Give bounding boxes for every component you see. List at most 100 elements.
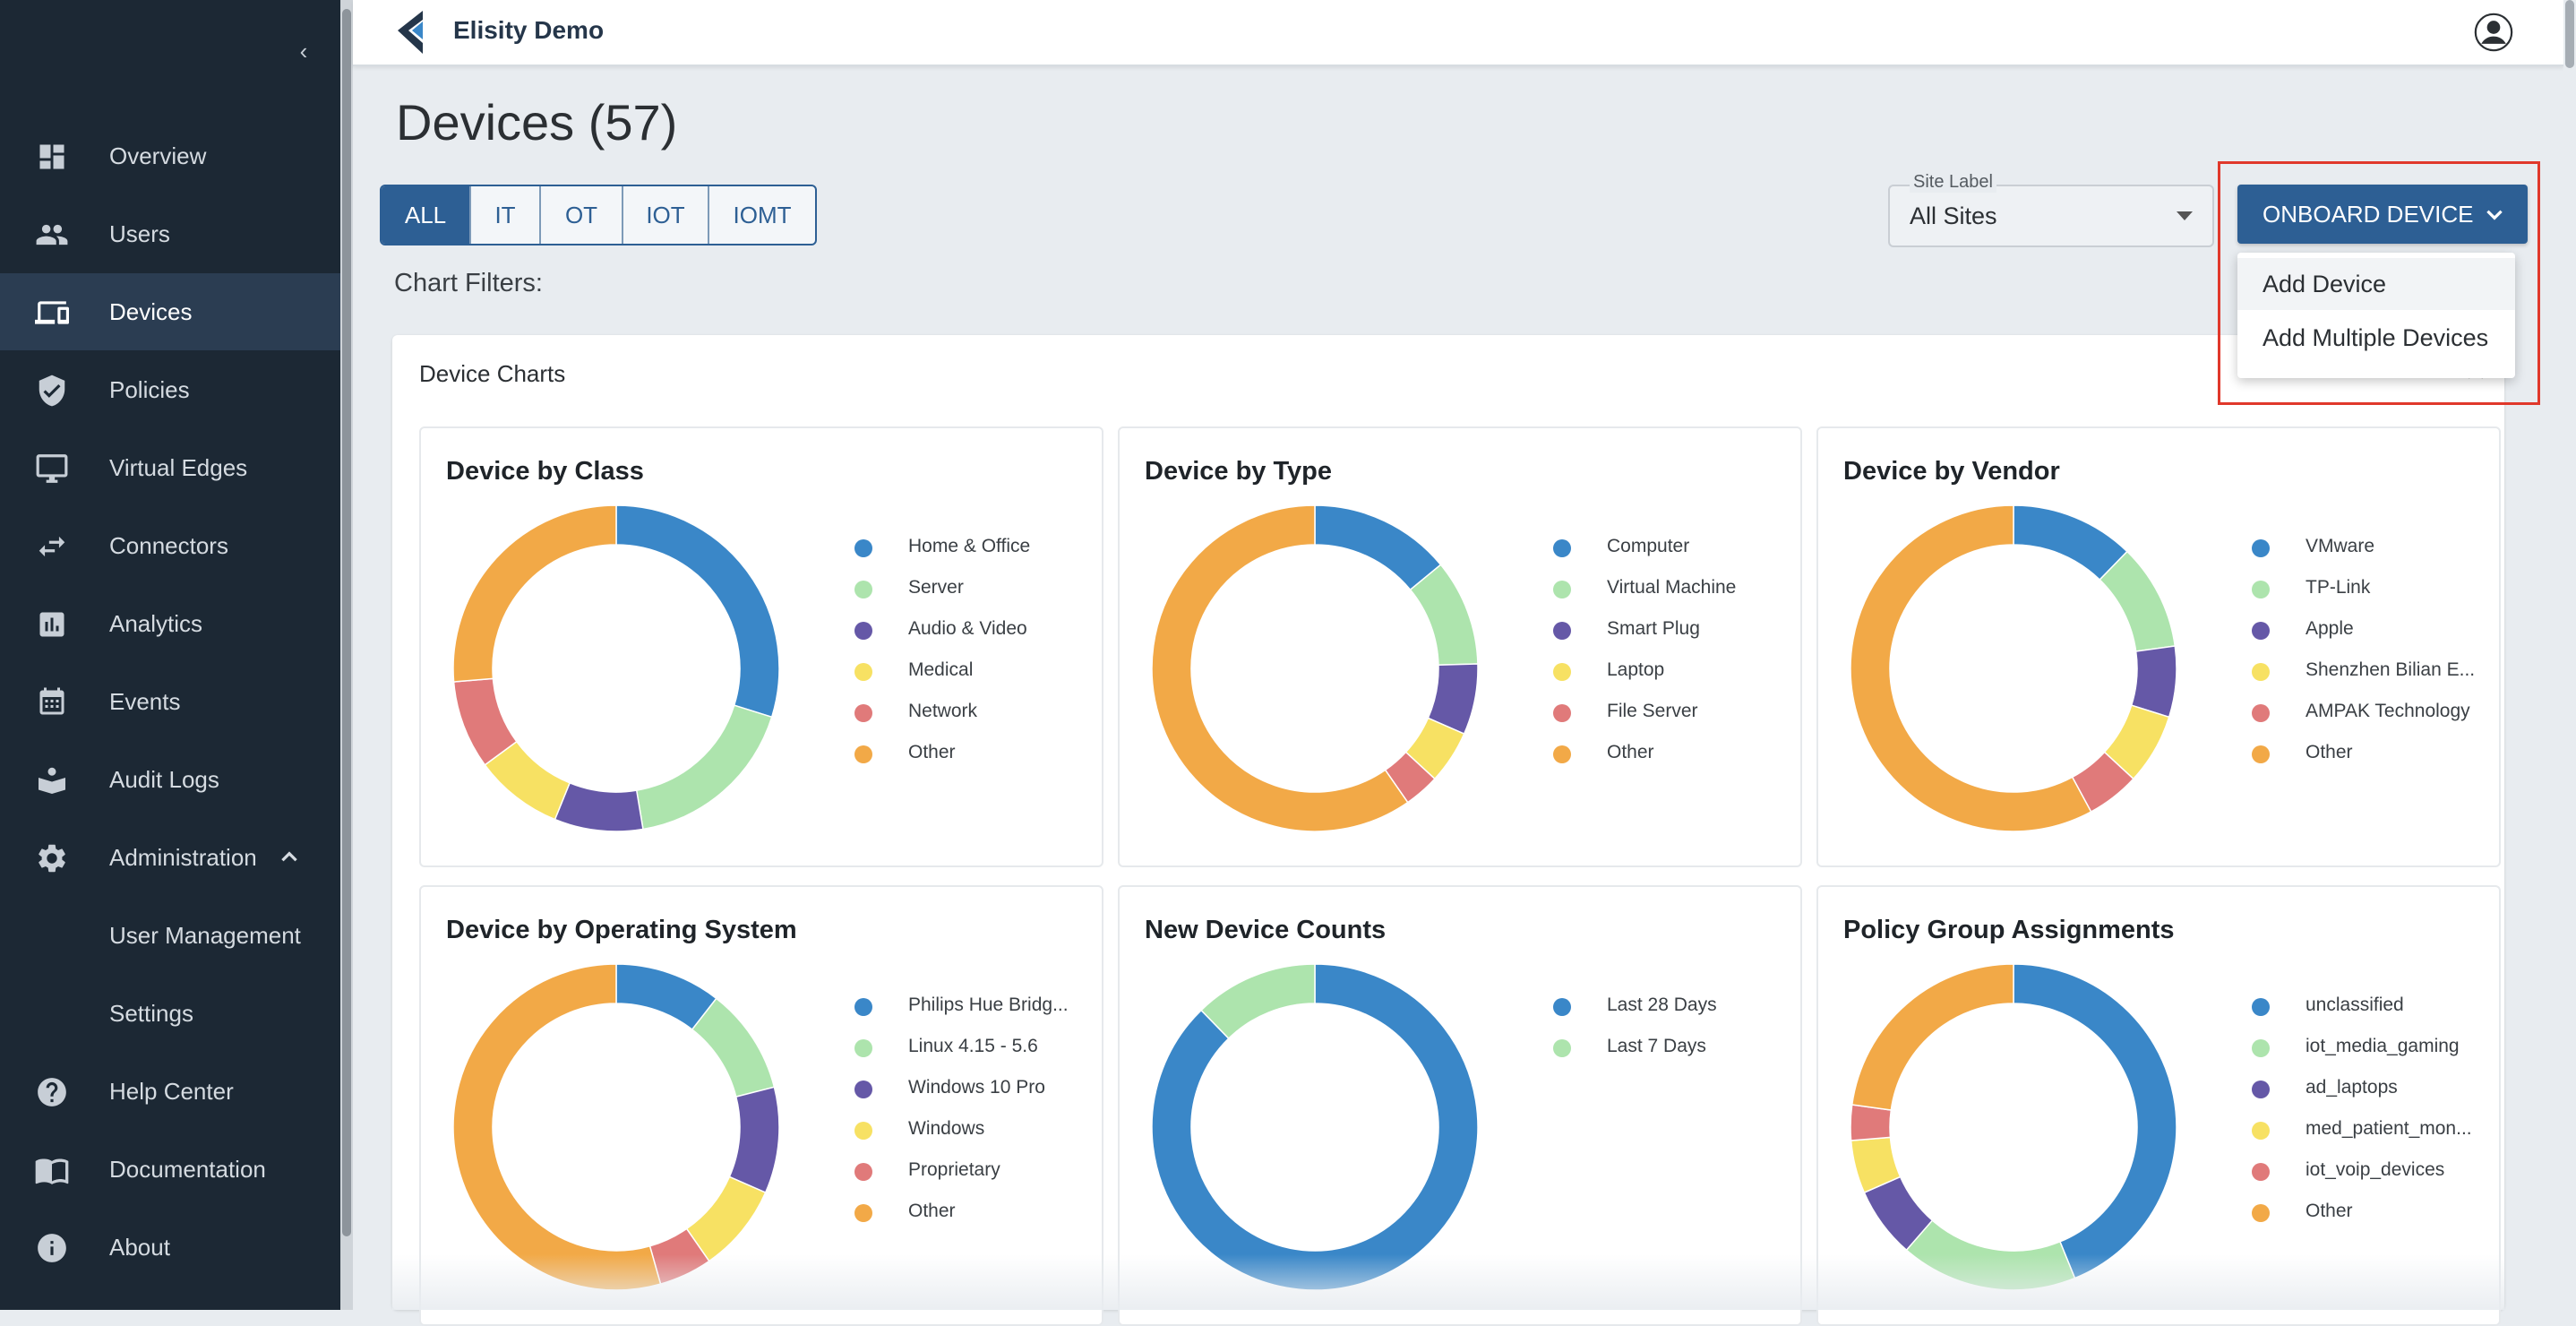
sidebar-item-policies[interactable]: Policies (0, 351, 340, 428)
legend-swatch (854, 539, 872, 557)
legend-swatch (854, 581, 872, 598)
sidebar-item-about[interactable]: About (0, 1209, 340, 1286)
sidebar-item-administration[interactable]: Administration (0, 819, 340, 896)
legend-swatch (2252, 1081, 2270, 1098)
site-label-select[interactable]: Site Label All Sites (1888, 172, 2214, 247)
chart-device-by-os: Device by Operating System Philips Hue B… (419, 885, 1103, 1326)
menu-item-add-device[interactable]: Add Device (2237, 258, 2515, 310)
chart-filters-label: Chart Filters: (394, 269, 543, 297)
legend-label: Other (1607, 742, 1654, 762)
legend-swatch (854, 704, 872, 722)
sidebar-item-overview[interactable]: Overview (0, 117, 340, 194)
sidebar-item-audit-logs[interactable]: Audit Logs (0, 741, 340, 818)
sidebar-item-devices[interactable]: Devices (0, 273, 340, 350)
legend-swatch (1553, 663, 1571, 681)
chart-title: Device by Type (1145, 457, 1333, 486)
tab-all[interactable]: ALL (382, 186, 471, 244)
donut-chart[interactable] (453, 505, 779, 831)
legend-label: Home & Office (908, 536, 1031, 556)
sidebar-item-label: User Management (109, 921, 301, 949)
sidebar-item-user-management[interactable]: User Management (0, 897, 340, 974)
donut-chart[interactable] (1152, 505, 1478, 831)
donut-slice[interactable] (728, 1086, 779, 1194)
donut-slice[interactable] (635, 704, 773, 831)
chart-new-device-counts: New Device Counts Last 28 Days Last 7 Day… (1118, 885, 1802, 1326)
legend-label: TP-Link (2306, 577, 2371, 598)
legend-label: Last 7 Days (1607, 1036, 1706, 1056)
page-scrollbar[interactable] (2563, 0, 2576, 1310)
chart-title: New Device Counts (1145, 916, 1387, 944)
sidebar-scrollbar[interactable] (340, 0, 353, 1310)
donut-slice[interactable] (1200, 964, 1316, 1040)
legend-swatch (2252, 1122, 2270, 1140)
device-category-tabs: ALL IT OT IOT IOMT (380, 185, 817, 245)
legend-swatch (2252, 663, 2270, 681)
legend-swatch (2252, 1204, 2270, 1222)
sidebar-item-label: Events (109, 687, 181, 715)
elisity-logo-icon[interactable] (392, 7, 428, 57)
donut-slice[interactable] (453, 505, 617, 683)
legend-label: Medical (908, 659, 974, 680)
legend-swatch (1553, 539, 1571, 557)
donut-slice[interactable] (2013, 964, 2177, 1279)
legend-swatch (854, 1163, 872, 1181)
tab-ot[interactable]: OT (541, 186, 623, 244)
donut-slice[interactable] (1850, 964, 2014, 1111)
legend-label: unclassified (2306, 994, 2404, 1015)
sidebar-item-virtual-edges[interactable]: Virtual Edges (0, 429, 340, 506)
legend-label: Windows 10 Pro (908, 1077, 1045, 1098)
sidebar-item-events[interactable]: Events (0, 663, 340, 740)
donut-chart[interactable] (1850, 964, 2177, 1290)
legend-swatch (2252, 704, 2270, 722)
onboard-device-menu: Add Device Add Multiple Devices (2237, 253, 2515, 378)
tab-iot[interactable]: IOT (623, 186, 709, 244)
legend-swatch (1553, 704, 1571, 722)
legend-swatch (854, 998, 872, 1016)
sidebar-item-analytics[interactable]: Analytics (0, 585, 340, 662)
sidebar-item-settings[interactable]: Settings (0, 975, 340, 1052)
donut-slice[interactable] (1850, 1104, 1893, 1141)
legend-label: Linux 4.15 - 5.6 (908, 1036, 1038, 1056)
donut-slice[interactable] (1314, 505, 1442, 591)
sidebar-item-users[interactable]: Users (0, 195, 340, 272)
sidebar-item-documentation[interactable]: Documentation (0, 1131, 340, 1208)
donut-slice[interactable] (1905, 1219, 2076, 1290)
donut-slice[interactable] (554, 781, 644, 831)
legend-label: Smart Plug (1607, 618, 1700, 639)
donut-slice[interactable] (453, 964, 662, 1290)
legend-swatch (854, 1081, 872, 1098)
sidebar-item-connectors[interactable]: Connectors (0, 507, 340, 584)
donut-slice[interactable] (1152, 964, 1478, 1290)
legend-label: Windows (908, 1118, 985, 1139)
donut-chart[interactable] (1850, 505, 2177, 831)
donut-chart[interactable] (453, 964, 779, 1290)
menu-item-add-multiple-devices[interactable]: Add Multiple Devices (2237, 312, 2515, 364)
tab-iomt[interactable]: IOMT (733, 201, 792, 228)
chart-device-by-vendor: Device by Vendor VMware TP-Link Apple Shenz… (1816, 426, 2501, 867)
legend-label: med_patient_mon... (2306, 1118, 2472, 1139)
tab-it[interactable]: IT (471, 186, 541, 244)
legend-label: Last 28 Days (1607, 994, 1717, 1015)
donut-chart[interactable] (1152, 964, 1478, 1290)
onboard-device-button[interactable]: ONBOARD DEVICE (2237, 185, 2528, 244)
donut-slice[interactable] (691, 997, 776, 1098)
users-icon (34, 217, 70, 253)
legend-label: Other (908, 742, 956, 762)
scrollbar-thumb[interactable] (2565, 0, 2574, 68)
sidebar-item-help-center[interactable]: Help Center (0, 1053, 340, 1130)
scrollbar-thumb[interactable] (342, 9, 351, 1236)
legend-label: ad_laptops (2306, 1077, 2398, 1098)
donut-slice[interactable] (1850, 505, 2092, 831)
legend-label: Other (2306, 742, 2353, 762)
chevron-down-icon (2483, 202, 2506, 226)
donut-slice[interactable] (1152, 505, 1409, 831)
site-select-label: Site Label (1910, 172, 1996, 193)
sidebar-item-label: Audit Logs (109, 765, 219, 793)
help-circle-icon (34, 1074, 70, 1110)
donut-slice[interactable] (2130, 645, 2177, 719)
sidebar-item-label: Policies (109, 375, 190, 403)
donut-slice[interactable] (615, 505, 779, 719)
user-avatar-icon[interactable] (2474, 13, 2513, 52)
chevron-left-icon[interactable]: ‹ (299, 38, 308, 65)
legend-label: Philips Hue Bridg... (908, 994, 1069, 1015)
